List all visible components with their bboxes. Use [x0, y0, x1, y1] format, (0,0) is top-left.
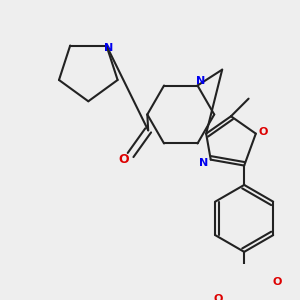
Text: N: N — [104, 43, 114, 53]
Text: O: O — [118, 153, 129, 166]
Text: O: O — [258, 127, 268, 137]
Text: O: O — [214, 294, 223, 300]
Text: N: N — [196, 76, 205, 86]
Text: O: O — [273, 277, 282, 287]
Text: N: N — [199, 158, 208, 168]
